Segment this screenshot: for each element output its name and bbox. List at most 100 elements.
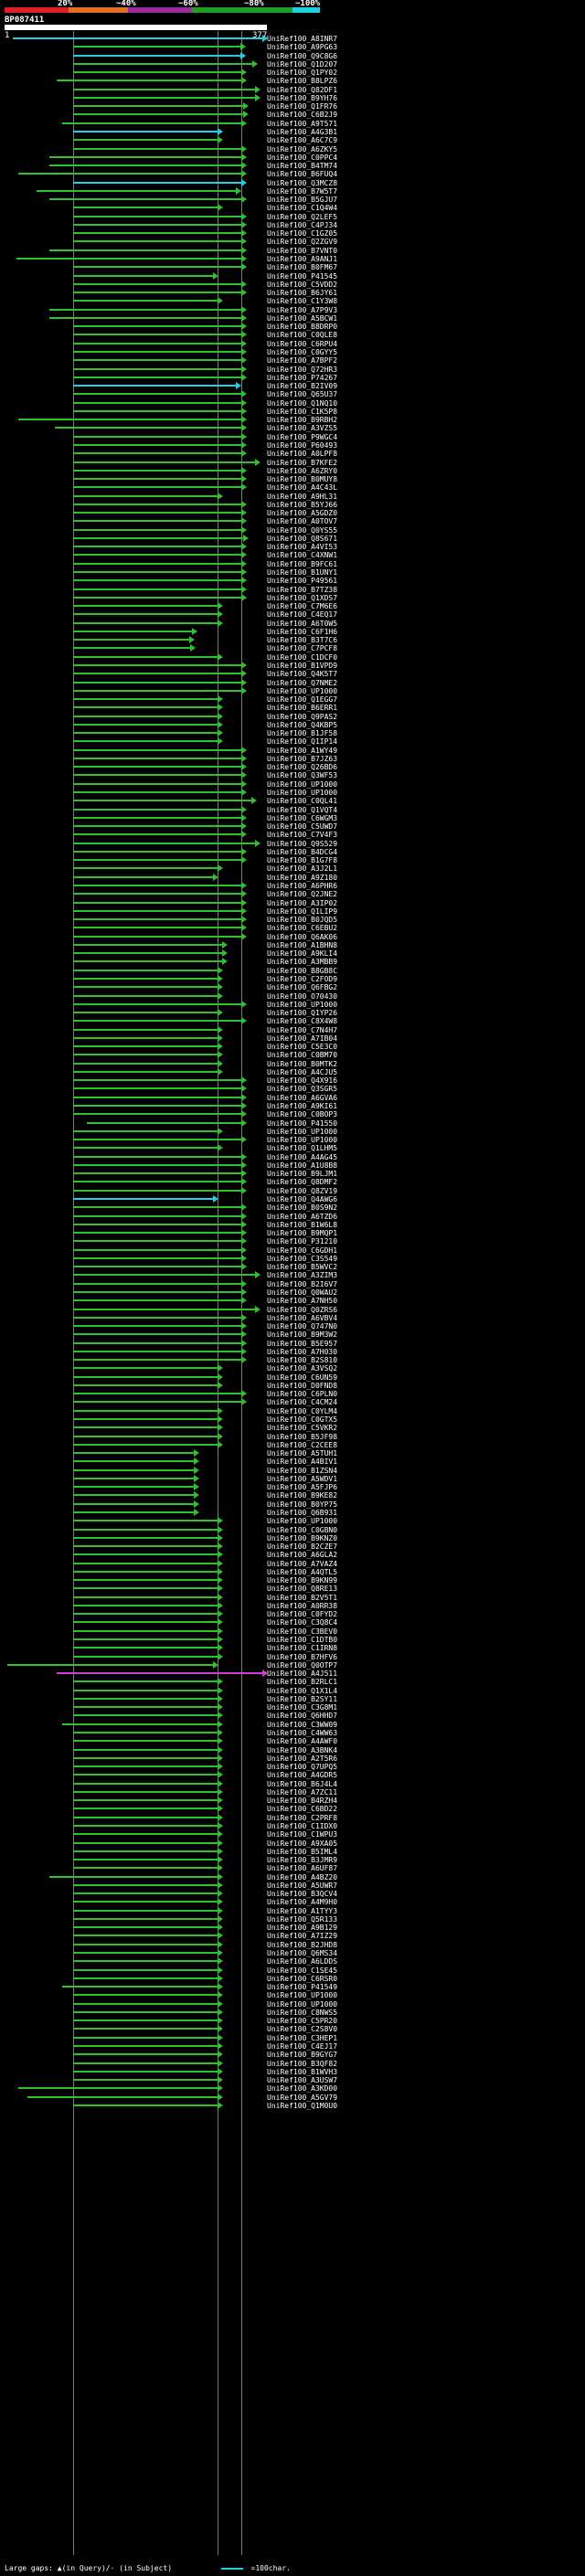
hit-label[interactable]: UniRef100_B2IV09 xyxy=(267,382,338,391)
hit-label[interactable]: UniRef100_UP1000 xyxy=(267,1991,338,2000)
hit-label[interactable]: UniRef100_A6TZD6 xyxy=(267,1212,338,1221)
hit-line[interactable] xyxy=(73,130,218,133)
hit-label[interactable]: UniRef100_Q1D207 xyxy=(267,59,338,69)
hit-line[interactable] xyxy=(73,732,218,735)
hit-label[interactable]: UniRef100_Q3MCZ8 xyxy=(267,178,338,187)
hit-line[interactable] xyxy=(73,673,241,675)
hit-line[interactable] xyxy=(73,681,241,684)
hit-label[interactable]: UniRef100_B5JF98 xyxy=(267,1432,338,1441)
hit-label[interactable]: UniRef100_Q1X1L4 xyxy=(267,1686,338,1695)
hit-label[interactable]: UniRef100_A4J511 xyxy=(267,1670,338,1679)
hit-line[interactable] xyxy=(73,1680,218,1683)
hit-line[interactable] xyxy=(73,1621,218,1624)
hit-label[interactable]: UniRef100_A3J2L1 xyxy=(267,864,338,874)
hit-line[interactable] xyxy=(73,1850,218,1852)
hit-label[interactable]: UniRef100_A3VSQ2 xyxy=(267,1364,338,1373)
hit-line[interactable] xyxy=(73,1952,218,1955)
hit-label[interactable]: UniRef100_A7IZ29 xyxy=(267,1932,338,1941)
hit-line[interactable] xyxy=(73,54,240,57)
hit-line[interactable] xyxy=(73,1299,241,1302)
hit-label[interactable]: UniRef100_Q0OTP7 xyxy=(267,1660,338,1670)
hit-label[interactable]: UniRef100_A4GDR5 xyxy=(267,1771,338,1780)
hit-line[interactable] xyxy=(73,1892,218,1895)
hit-line[interactable] xyxy=(73,461,255,463)
hit-label[interactable]: UniRef100_Q6MS34 xyxy=(267,1949,338,1958)
hit-line[interactable] xyxy=(73,2070,218,2072)
hit-line[interactable] xyxy=(73,621,218,624)
hit-line[interactable] xyxy=(73,282,241,285)
hit-label[interactable]: UniRef100_B2JHD8 xyxy=(267,1940,338,1949)
hit-line[interactable] xyxy=(57,80,241,82)
hit-line[interactable] xyxy=(73,943,222,946)
hit-label[interactable]: UniRef100_UP1000 xyxy=(267,789,338,798)
hit-label[interactable]: UniRef100_B0MTK2 xyxy=(267,1059,338,1068)
hit-line[interactable] xyxy=(62,122,241,124)
hit-label[interactable]: UniRef100_C4XNW1 xyxy=(267,551,338,560)
hit-label[interactable]: UniRef100_A3ZIM3 xyxy=(267,1271,338,1280)
hit-line[interactable] xyxy=(73,452,241,455)
hit-line[interactable] xyxy=(73,2044,218,2047)
hit-label[interactable]: UniRef100_B8GB8C xyxy=(267,966,338,975)
hit-label[interactable]: UniRef100_Q8S671 xyxy=(267,534,338,543)
hit-line[interactable] xyxy=(73,909,241,912)
hit-label[interactable]: UniRef100_B9KN99 xyxy=(267,1576,338,1585)
hit-label[interactable]: UniRef100_C1K5P8 xyxy=(267,407,338,416)
hit-line[interactable] xyxy=(73,2062,218,2064)
hit-label[interactable]: UniRef100_Q3WF53 xyxy=(267,771,338,780)
hit-line[interactable] xyxy=(73,596,241,599)
hit-label[interactable]: UniRef100_B3JMR9 xyxy=(267,1856,338,1865)
hit-line[interactable] xyxy=(73,1341,241,1344)
hit-line[interactable] xyxy=(73,274,213,277)
hit-label[interactable]: UniRef100_A9KLI4 xyxy=(267,949,338,959)
hit-label[interactable]: UniRef100_A1U8B8 xyxy=(267,1161,338,1170)
hit-line[interactable] xyxy=(73,1629,218,1632)
hit-label[interactable]: UniRef100_B6JY61 xyxy=(267,289,338,298)
hit-label[interactable]: UniRef100_A6ZRY0 xyxy=(267,466,338,475)
hit-label[interactable]: UniRef100_D0FND8 xyxy=(267,1381,338,1390)
hit-label[interactable]: UniRef100_C7PCF8 xyxy=(267,644,338,653)
hit-label[interactable]: UniRef100_C6UN59 xyxy=(267,1373,338,1382)
hit-label[interactable]: UniRef100_A9PG63 xyxy=(267,43,338,52)
hit-line[interactable] xyxy=(73,706,218,709)
hit-line[interactable] xyxy=(73,376,241,378)
hit-line[interactable] xyxy=(73,1020,241,1023)
hit-label[interactable]: UniRef100_C7M6E6 xyxy=(267,602,338,611)
hit-line[interactable] xyxy=(73,292,241,294)
hit-line[interactable] xyxy=(73,1282,241,1285)
hit-line[interactable] xyxy=(73,1248,241,1251)
hit-label[interactable]: UniRef100_A7IB04 xyxy=(267,1034,338,1043)
hit-line[interactable] xyxy=(49,316,241,319)
hit-line[interactable] xyxy=(73,715,218,717)
hit-line[interactable] xyxy=(73,1045,218,1048)
hit-label[interactable]: UniRef100_A4M9H0 xyxy=(267,1898,338,1907)
hit-line[interactable] xyxy=(73,1816,218,1818)
hit-label[interactable]: UniRef100_Q82DF1 xyxy=(267,85,338,94)
hit-label[interactable]: UniRef100_B2SY11 xyxy=(267,1694,338,1703)
hit-label[interactable]: UniRef100_A6C7C9 xyxy=(267,136,338,145)
hit-line[interactable] xyxy=(73,1706,218,1709)
hit-label[interactable]: UniRef100_A5GDZ0 xyxy=(267,509,338,518)
hit-line[interactable] xyxy=(73,240,241,243)
hit-line[interactable] xyxy=(73,1375,218,1378)
hit-label[interactable]: UniRef100_B2S810 xyxy=(267,1356,338,1365)
hit-line[interactable] xyxy=(73,1409,218,1412)
hit-label[interactable]: UniRef100_C0QL41 xyxy=(267,797,338,806)
hit-label[interactable]: UniRef100_B9MQP1 xyxy=(267,1229,338,1238)
hit-label[interactable]: UniRef100_P49561 xyxy=(267,577,338,586)
hit-line[interactable] xyxy=(73,300,218,302)
hit-line[interactable] xyxy=(73,181,241,184)
hit-label[interactable]: UniRef100_A2T5R6 xyxy=(267,1754,338,1763)
hit-label[interactable]: UniRef100_B1UNY1 xyxy=(267,568,338,577)
hit-line[interactable] xyxy=(73,1139,241,1141)
hit-line[interactable] xyxy=(55,427,241,429)
hit-line[interactable] xyxy=(73,1393,241,1395)
hit-label[interactable]: UniRef100_C5PR20 xyxy=(267,2017,338,2026)
hit-line[interactable] xyxy=(73,918,241,921)
hit-label[interactable]: UniRef100_A9ANJ1 xyxy=(267,255,338,264)
hit-label[interactable]: UniRef100_UP1000 xyxy=(267,1000,338,1009)
hit-line[interactable] xyxy=(73,1824,218,1827)
hit-line[interactable] xyxy=(49,198,241,201)
hit-line[interactable] xyxy=(73,782,241,785)
hit-label[interactable]: UniRef100_C4EQ17 xyxy=(267,610,338,620)
hit-label[interactable]: UniRef100_C4CM24 xyxy=(267,1398,338,1407)
